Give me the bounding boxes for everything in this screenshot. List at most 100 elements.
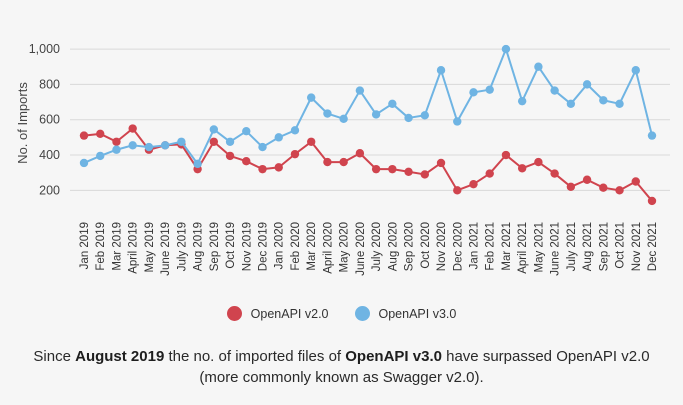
data-point[interactable]	[371, 164, 381, 174]
data-point[interactable]	[225, 137, 235, 146]
data-point[interactable]	[209, 137, 219, 146]
data-point[interactable]	[453, 186, 462, 195]
data-point[interactable]	[323, 157, 332, 167]
data-point[interactable]	[388, 99, 397, 109]
data-point[interactable]	[79, 158, 89, 168]
data-point[interactable]	[517, 164, 527, 173]
data-point[interactable]	[128, 141, 137, 150]
data-point[interactable]	[501, 150, 511, 160]
legend-item-v2[interactable]: OpenAPI v2.0	[226, 306, 329, 321]
caption-text-2: the no. of imported files of	[164, 348, 346, 365]
data-point[interactable]	[112, 145, 121, 154]
data-point[interactable]	[225, 151, 235, 161]
data-point[interactable]	[599, 96, 608, 105]
data-point[interactable]	[290, 126, 300, 135]
data-point[interactable]	[307, 137, 316, 146]
data-point[interactable]	[566, 99, 576, 109]
x-tick-label: Sep 2021	[598, 222, 610, 271]
data-point[interactable]	[371, 110, 381, 119]
caption-bold-1: August 2019	[75, 348, 165, 365]
data-point[interactable]	[582, 80, 592, 89]
x-tick-label: Dec 2019	[258, 222, 270, 271]
x-tick-label: May 2019	[144, 222, 156, 273]
x-tick-label: Feb 2021	[485, 222, 497, 271]
line-chart: 200 400 600 800 1,000 No. of Imports Jan 201…	[15, 42, 670, 276]
data-point[interactable]	[112, 137, 121, 146]
data-point[interactable]	[307, 93, 316, 102]
x-tick-label: April 2020	[322, 222, 334, 274]
legend-label-v2: OpenAPI v2.0	[250, 306, 329, 321]
y-tick-label: 1,000	[29, 42, 60, 56]
data-point[interactable]	[647, 131, 657, 140]
data-point[interactable]	[550, 86, 559, 95]
data-point[interactable]	[388, 164, 397, 174]
data-point[interactable]	[209, 125, 219, 134]
x-tick-label: Dec 2020	[452, 222, 464, 271]
data-point[interactable]	[420, 170, 429, 179]
data-point[interactable]	[517, 96, 527, 106]
data-point[interactable]	[599, 183, 608, 192]
gridlines	[70, 48, 670, 191]
data-point[interactable]	[258, 164, 267, 174]
data-point[interactable]	[274, 133, 283, 142]
legend-marker-v3	[354, 306, 370, 321]
chart-caption: Since August 2019 the no. of imported fi…	[0, 346, 683, 388]
data-point[interactable]	[274, 163, 283, 172]
x-tick-label: Aug 2020	[387, 222, 399, 271]
data-point[interactable]	[160, 141, 170, 150]
data-point[interactable]	[96, 129, 105, 139]
data-point[interactable]	[469, 88, 478, 97]
data-point[interactable]	[290, 149, 300, 159]
x-tick-label: July 2021	[566, 222, 578, 271]
data-point[interactable]	[453, 117, 462, 126]
x-tick-label: Aug 2021	[582, 222, 594, 271]
caption-text-1: Since	[33, 348, 76, 365]
data-point[interactable]	[96, 151, 105, 161]
data-point[interactable]	[355, 149, 365, 158]
y-tick-label: 400	[39, 148, 60, 162]
data-point[interactable]	[501, 44, 511, 54]
data-point[interactable]	[242, 157, 251, 166]
data-point[interactable]	[469, 179, 478, 189]
x-tick-label: Mar 2020	[306, 222, 318, 271]
data-point[interactable]	[193, 159, 202, 169]
x-tick-label: June 2019	[160, 222, 172, 276]
data-point[interactable]	[550, 169, 559, 178]
x-tick-label: Jan 2019	[79, 222, 91, 269]
data-point[interactable]	[404, 113, 413, 123]
legend-item-v3[interactable]: OpenAPI v3.0	[354, 306, 456, 321]
data-point[interactable]	[485, 85, 494, 94]
data-point[interactable]	[647, 196, 657, 206]
data-point[interactable]	[615, 186, 624, 195]
data-point[interactable]	[566, 182, 576, 192]
data-point[interactable]	[258, 142, 267, 152]
data-point[interactable]	[144, 142, 154, 152]
x-tick-label: Sep 2020	[404, 222, 416, 271]
x-tick-label: Mar 2021	[501, 222, 513, 271]
data-point[interactable]	[339, 114, 348, 124]
data-point[interactable]	[177, 137, 186, 146]
data-point[interactable]	[485, 169, 494, 178]
data-point[interactable]	[582, 175, 592, 184]
data-point[interactable]	[242, 126, 251, 136]
data-point[interactable]	[404, 167, 413, 176]
y-tick-label: 800	[39, 77, 60, 91]
data-point[interactable]	[631, 66, 640, 75]
data-point[interactable]	[355, 86, 365, 95]
x-tick-label: April 2021	[517, 222, 529, 274]
x-tick-label: July 2019	[176, 222, 188, 271]
data-point[interactable]	[323, 109, 332, 118]
data-point[interactable]	[534, 157, 543, 167]
data-point[interactable]	[631, 177, 640, 186]
x-axis-ticks: Jan 2019 Feb 2019 Mar 2019 April 2019 May 20…	[79, 222, 659, 276]
data-point[interactable]	[339, 157, 348, 167]
data-point[interactable]	[534, 62, 543, 71]
data-point[interactable]	[128, 124, 137, 133]
series-group	[79, 44, 657, 206]
x-tick-label: Jan 2020	[274, 222, 286, 269]
data-point[interactable]	[615, 99, 624, 109]
data-point[interactable]	[79, 131, 89, 140]
data-point[interactable]	[420, 111, 429, 120]
data-point[interactable]	[436, 66, 446, 75]
data-point[interactable]	[436, 158, 446, 168]
